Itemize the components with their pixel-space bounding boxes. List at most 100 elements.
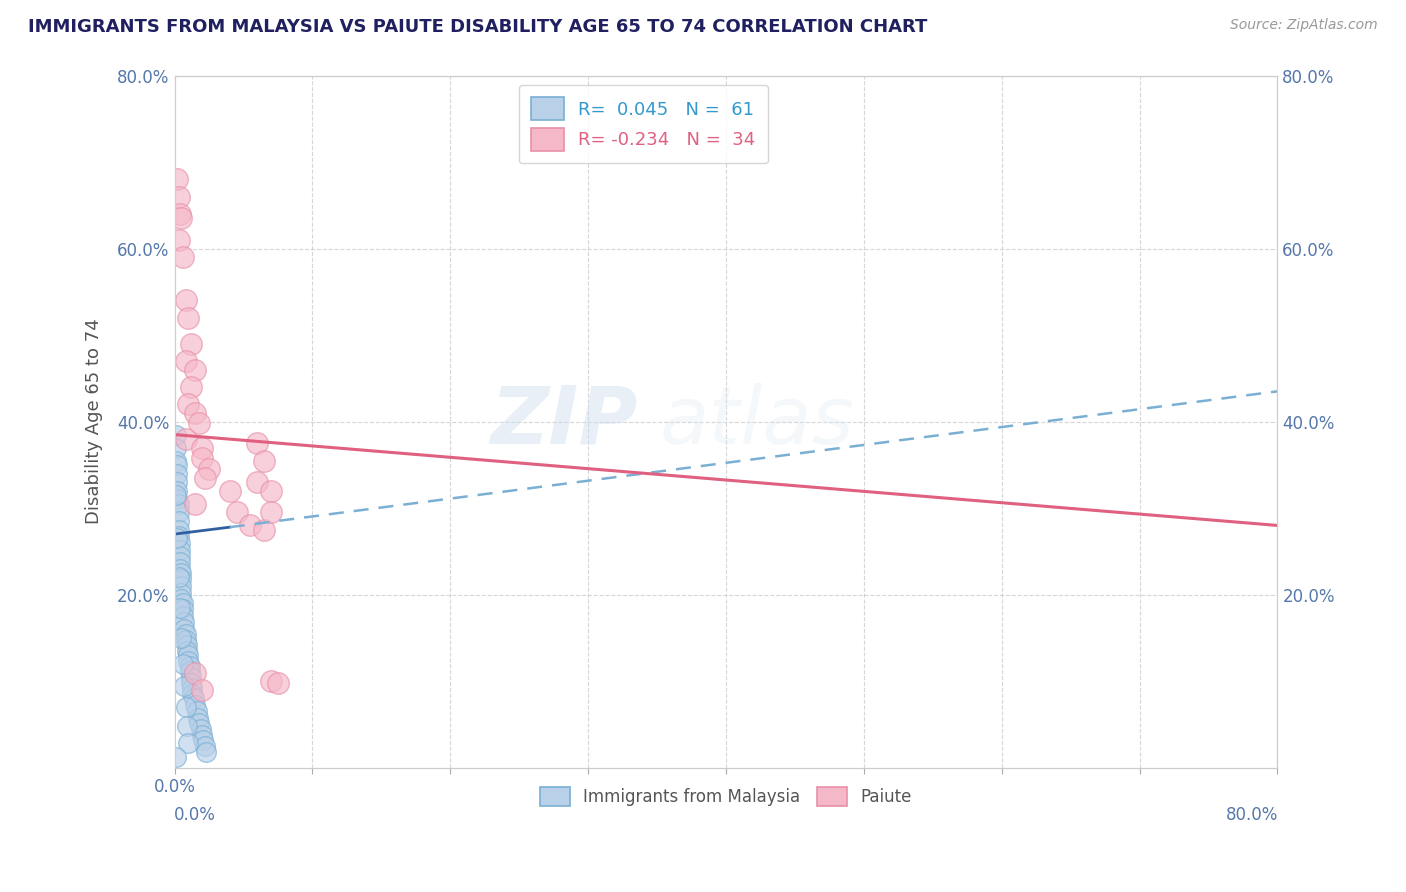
Point	[173, 615, 195, 630]
Point	[253, 453, 276, 467]
Point	[174, 293, 197, 308]
Point	[180, 336, 202, 351]
Point	[166, 492, 188, 507]
Point	[173, 679, 195, 693]
Point	[193, 733, 215, 747]
Point	[174, 632, 197, 647]
Point	[179, 664, 201, 678]
Point	[181, 687, 204, 701]
Point	[170, 592, 193, 607]
Point	[177, 648, 200, 663]
Point	[183, 691, 205, 706]
Point	[191, 441, 214, 455]
Point	[166, 458, 188, 472]
Point	[184, 497, 207, 511]
Point	[260, 483, 283, 498]
Point	[165, 488, 187, 502]
Text: atlas: atlas	[659, 383, 855, 460]
Point	[260, 506, 283, 520]
Point	[177, 397, 200, 411]
Point	[191, 682, 214, 697]
Point	[180, 676, 202, 690]
Point	[184, 665, 207, 680]
Point	[260, 674, 283, 689]
Point	[166, 467, 188, 481]
Point	[167, 233, 190, 247]
Point	[180, 670, 202, 684]
Point	[167, 514, 190, 528]
Point	[169, 600, 191, 615]
Point	[194, 739, 217, 753]
Point	[188, 417, 211, 431]
Point	[169, 562, 191, 576]
Point	[172, 602, 194, 616]
Text: 0.0%: 0.0%	[173, 805, 215, 824]
Point	[167, 570, 190, 584]
Point	[167, 189, 190, 203]
Point	[172, 250, 194, 264]
Point	[184, 698, 207, 713]
Point	[191, 728, 214, 742]
Point	[177, 654, 200, 668]
Point	[246, 436, 269, 450]
Text: 80.0%: 80.0%	[1226, 805, 1278, 824]
Point	[165, 750, 187, 764]
Point	[174, 700, 197, 714]
Point	[184, 362, 207, 376]
Point	[169, 549, 191, 563]
Point	[198, 462, 221, 476]
Point	[165, 427, 187, 442]
Point	[167, 497, 190, 511]
Point	[172, 609, 194, 624]
Text: IMMIGRANTS FROM MALAYSIA VS PAIUTE DISABILITY AGE 65 TO 74 CORRELATION CHART: IMMIGRANTS FROM MALAYSIA VS PAIUTE DISAB…	[28, 18, 928, 36]
Point	[218, 483, 240, 498]
Point	[166, 172, 188, 186]
Text: ZIP: ZIP	[491, 383, 638, 460]
Point	[184, 406, 207, 420]
Point	[170, 579, 193, 593]
Point	[267, 676, 290, 690]
Point	[187, 710, 209, 724]
Point	[177, 310, 200, 325]
Point	[176, 719, 198, 733]
Point	[180, 380, 202, 394]
Point	[173, 622, 195, 636]
Point	[170, 566, 193, 580]
Point	[167, 506, 190, 520]
Point	[167, 523, 190, 537]
Legend: Immigrants from Malaysia, Paiute: Immigrants from Malaysia, Paiute	[531, 779, 920, 814]
Point	[169, 535, 191, 549]
Point	[239, 518, 262, 533]
Point	[176, 644, 198, 658]
Point	[170, 586, 193, 600]
Point	[166, 475, 188, 490]
Point	[169, 555, 191, 569]
Point	[188, 715, 211, 730]
Point	[176, 638, 198, 652]
Point	[174, 354, 197, 368]
Point	[179, 658, 201, 673]
Point	[181, 681, 204, 695]
Point	[190, 722, 212, 736]
Point	[170, 572, 193, 586]
Point	[253, 523, 276, 537]
Point	[186, 705, 208, 719]
Point	[172, 596, 194, 610]
Point	[172, 657, 194, 671]
Point	[170, 631, 193, 645]
Point	[169, 542, 191, 557]
Point	[166, 532, 188, 546]
Point	[195, 745, 218, 759]
Point	[167, 529, 190, 543]
Point	[170, 211, 193, 226]
Point	[177, 736, 200, 750]
Text: Source: ZipAtlas.com: Source: ZipAtlas.com	[1230, 18, 1378, 32]
Point	[174, 432, 197, 446]
Point	[165, 453, 187, 467]
Point	[166, 483, 188, 498]
Point	[191, 450, 214, 465]
Y-axis label: Disability Age 65 to 74: Disability Age 65 to 74	[86, 318, 103, 524]
Point	[246, 475, 269, 490]
Point	[194, 471, 217, 485]
Point	[169, 207, 191, 221]
